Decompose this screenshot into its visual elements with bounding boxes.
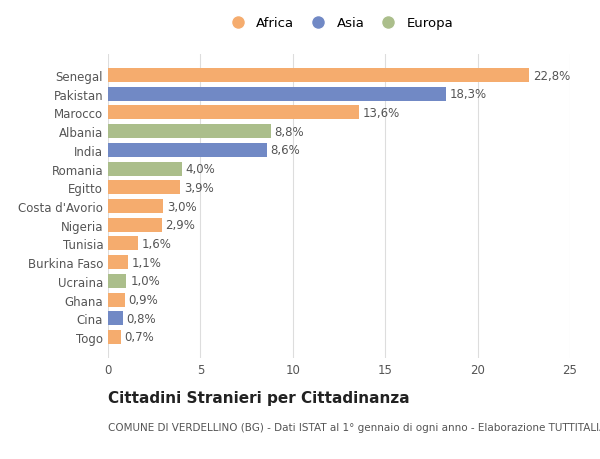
Text: 8,8%: 8,8%: [274, 125, 304, 138]
Text: 0,7%: 0,7%: [125, 331, 154, 344]
Bar: [108, 162, 182, 176]
Bar: [108, 312, 123, 325]
Bar: [108, 200, 163, 213]
Bar: [108, 144, 267, 157]
Text: 3,0%: 3,0%: [167, 200, 197, 213]
Text: 1,1%: 1,1%: [132, 256, 162, 269]
Text: 1,6%: 1,6%: [141, 237, 171, 250]
Text: 0,9%: 0,9%: [128, 293, 158, 307]
Text: 2,9%: 2,9%: [165, 219, 195, 232]
Bar: [108, 181, 180, 195]
Text: 0,8%: 0,8%: [127, 312, 156, 325]
Bar: [108, 218, 161, 232]
Text: 18,3%: 18,3%: [450, 88, 487, 101]
Text: 1,0%: 1,0%: [130, 275, 160, 288]
Legend: Africa, Asia, Europa: Africa, Asia, Europa: [221, 13, 457, 34]
Text: 8,6%: 8,6%: [271, 144, 301, 157]
Text: Cittadini Stranieri per Cittadinanza: Cittadini Stranieri per Cittadinanza: [108, 390, 410, 405]
Bar: [108, 330, 121, 344]
Bar: [108, 69, 529, 83]
Bar: [108, 88, 446, 101]
Bar: [108, 106, 359, 120]
Text: 3,9%: 3,9%: [184, 181, 214, 194]
Text: 13,6%: 13,6%: [363, 106, 400, 120]
Bar: [108, 237, 137, 251]
Text: COMUNE DI VERDELLINO (BG) - Dati ISTAT al 1° gennaio di ogni anno - Elaborazione: COMUNE DI VERDELLINO (BG) - Dati ISTAT a…: [108, 422, 600, 432]
Text: 4,0%: 4,0%: [185, 163, 215, 176]
Text: 22,8%: 22,8%: [533, 69, 570, 82]
Bar: [108, 256, 128, 269]
Bar: [108, 293, 125, 307]
Bar: [108, 125, 271, 139]
Bar: [108, 274, 127, 288]
